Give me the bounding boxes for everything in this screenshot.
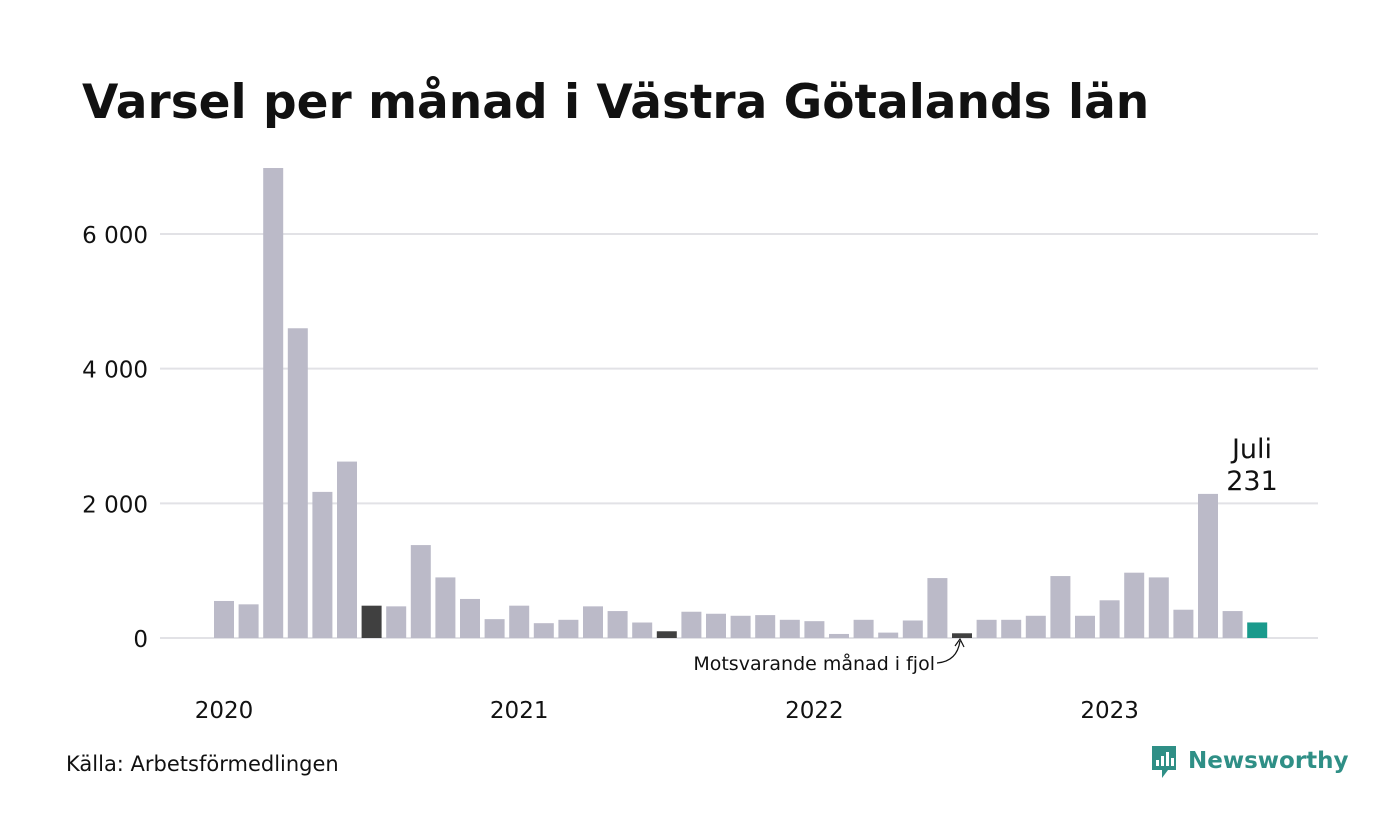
bar-2022-03: [853, 619, 874, 638]
x-tick-label: 2021: [490, 698, 549, 724]
bar-2021-07: [656, 631, 677, 638]
bar-2022-09: [1001, 619, 1022, 638]
x-tick-label: 2020: [195, 698, 254, 724]
annotation-arrowhead: [954, 637, 965, 648]
bar-2023-03: [1148, 577, 1169, 638]
bar-2022-10: [1025, 615, 1046, 638]
bar-2020-08: [386, 606, 407, 638]
y-tick-label: 6 000: [82, 223, 148, 249]
bar-2022-07: [952, 633, 972, 638]
bar-2021-11: [755, 615, 776, 638]
bar-2023-04: [1173, 609, 1194, 638]
annotation-arrow: [936, 640, 961, 664]
bar-2020-06: [337, 461, 357, 638]
bar-2021-09: [706, 613, 726, 638]
annotation-label: Motsvarande månad i fjol: [693, 652, 935, 675]
x-axis-ticks: 2020 2021 2022 2023: [195, 698, 1139, 724]
bar-2023-05: [1198, 493, 1218, 638]
x-tick-label: 2023: [1080, 698, 1139, 724]
bar-2021-10: [730, 615, 751, 638]
bar-chart-bubble-icon: [1152, 746, 1176, 778]
y-axis-ticks: 0 2 000 4 000 6 000: [82, 223, 148, 653]
bar-2021-08: [681, 611, 702, 638]
bars: [214, 168, 1268, 638]
bar-2021-12: [779, 619, 800, 638]
y-tick-label: 2 000: [82, 492, 148, 518]
bar-2023-02: [1124, 572, 1145, 638]
same-month-annotation: Motsvarande månad i fjol: [693, 637, 965, 675]
bar-2023-07: [1247, 622, 1268, 638]
bar-2021-05: [607, 611, 628, 638]
x-tick-label: 2022: [785, 698, 844, 724]
source-label: Källa: Arbetsförmedlingen: [66, 752, 339, 776]
callout: Juli 231: [1226, 434, 1278, 497]
bar-2022-02: [829, 633, 849, 638]
bar-2020-02: [238, 604, 259, 638]
y-tick-label: 0: [133, 627, 148, 653]
bar-2020-04: [287, 328, 308, 638]
bar-2023-01: [1099, 600, 1120, 638]
bar-2022-08: [976, 619, 997, 638]
gridlines: [160, 233, 1318, 639]
bar-2021-01: [509, 605, 530, 638]
bar-2020-03: [263, 168, 284, 638]
bar-2021-06: [632, 622, 653, 638]
bar-2020-11: [460, 598, 480, 638]
bar-2021-04: [583, 606, 603, 638]
newsworthy-logo: Newsworthy: [1152, 746, 1349, 778]
bar-2022-06: [927, 578, 948, 638]
bar-2022-04: [878, 632, 899, 638]
bar-2020-05: [312, 491, 333, 638]
bar-2020-01: [214, 600, 234, 638]
chart-title: Varsel per månad i Västra Götalands län: [82, 75, 1149, 130]
bar-2022-01: [804, 621, 825, 638]
bar-2022-11: [1050, 576, 1071, 638]
callout-value: 231: [1226, 466, 1278, 497]
bar-2022-12: [1075, 615, 1095, 638]
bar-2020-12: [484, 619, 505, 638]
bar-2020-09: [410, 545, 431, 638]
bar-2020-07: [361, 605, 382, 638]
callout-month: Juli: [1230, 434, 1272, 465]
bar-2021-02: [533, 623, 554, 638]
bar-2020-10: [435, 577, 456, 638]
bar-2023-06: [1222, 611, 1243, 638]
y-tick-label: 4 000: [82, 358, 148, 384]
bar-2022-05: [902, 620, 923, 638]
bar-2021-03: [558, 619, 579, 638]
brand-name: Newsworthy: [1188, 748, 1349, 774]
